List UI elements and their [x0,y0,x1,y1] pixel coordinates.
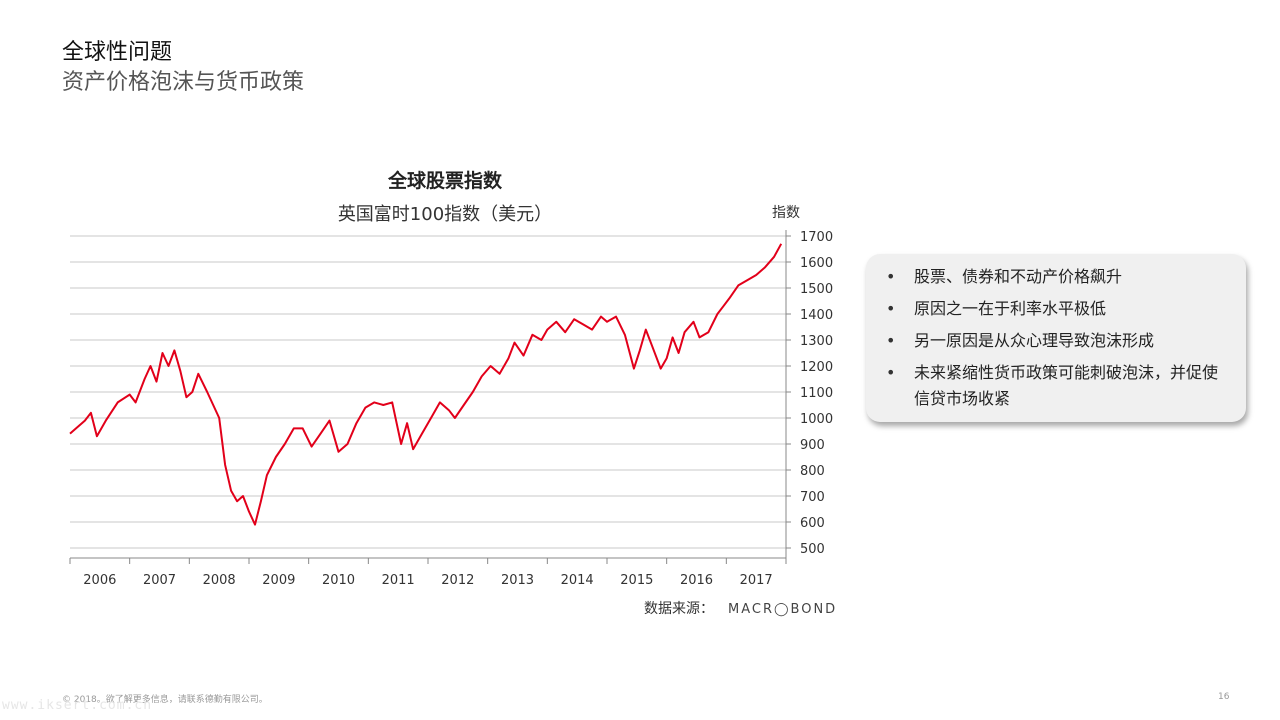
y-tick-label: 1500 [800,282,833,297]
x-tick-label: 2009 [262,573,295,588]
series-layer [69,243,783,526]
x-tick-label: 2012 [441,573,474,588]
x-axis [69,230,787,564]
y-axis-unit-label: 指数 [772,205,800,221]
x-axis-tick-labels: 2006 2007 2008 2009 2010 2011 2012 2013 2014 2015… [83,573,772,588]
grid-lines [70,235,791,549]
page-title: 全球性问题 [62,40,173,65]
page-number: 16 [1218,692,1230,702]
y-tick-label: 1600 [800,256,833,271]
y-tick-label: 1700 [800,230,833,245]
chart-title: 全球股票指数 [387,170,502,192]
x-tick-label: 2007 [143,573,176,588]
data-source: 数据来源： MACR◯BOND [644,598,837,618]
x-tick-label: 2017 [740,573,773,588]
y-tick-label: 1100 [800,386,833,401]
y-tick-label: 900 [800,438,825,453]
x-tick-label: 2013 [501,573,534,588]
key-point-item: 股票、债券和不动产价格飙升 [886,264,1228,290]
y-axis-tick-labels: 500 600 700 800 900 1000 1100 1200 1300 1400 1500 1… [800,230,833,557]
y-tick-label: 1200 [800,360,833,375]
y-tick-label: 800 [800,464,825,479]
key-point-item: 另一原因是从众心理导致泡沫形成 [886,328,1228,354]
key-points-list: 股票、债券和不动产价格飙升 原因之一在于利率水平极低 另一原因是从众心理导致泡沫… [866,254,1246,412]
key-point-item: 未来紧缩性货币政策可能刺破泡沫，并促使信贷市场收紧 [886,360,1228,412]
y-tick-label: 500 [800,542,825,557]
watermark: www.iksert.com.cn [2,698,153,713]
key-points-box: 股票、债券和不动产价格飙升 原因之一在于利率水平极低 另一原因是从众心理导致泡沫… [866,254,1246,422]
x-tick-label: 2006 [83,573,116,588]
x-tick-label: 2014 [561,573,594,588]
x-tick-label: 2015 [620,573,653,588]
y-tick-label: 1000 [800,412,833,427]
key-point-item: 原因之一在于利率水平极低 [886,296,1228,322]
x-tick-label: 2016 [680,573,713,588]
series-line [69,243,783,526]
x-tick-label: 2008 [203,573,236,588]
y-tick-label: 1400 [800,308,833,323]
y-tick-label: 600 [800,516,825,531]
x-tick-label: 2010 [322,573,355,588]
x-tick-label: 2011 [382,573,415,588]
chart-subtitle: 英国富时100指数（美元） [337,204,553,225]
y-tick-label: 700 [800,490,825,505]
data-source-label: 数据来源： [644,601,714,617]
macrobond-logo: MACR◯BOND [728,602,838,617]
y-tick-label: 1300 [800,334,833,349]
footer-copyright: © 2018。欲了解更多信息，请联系德勤有限公司。 [62,695,268,705]
page-subtitle: 资产价格泡沫与货币政策 [62,70,305,95]
